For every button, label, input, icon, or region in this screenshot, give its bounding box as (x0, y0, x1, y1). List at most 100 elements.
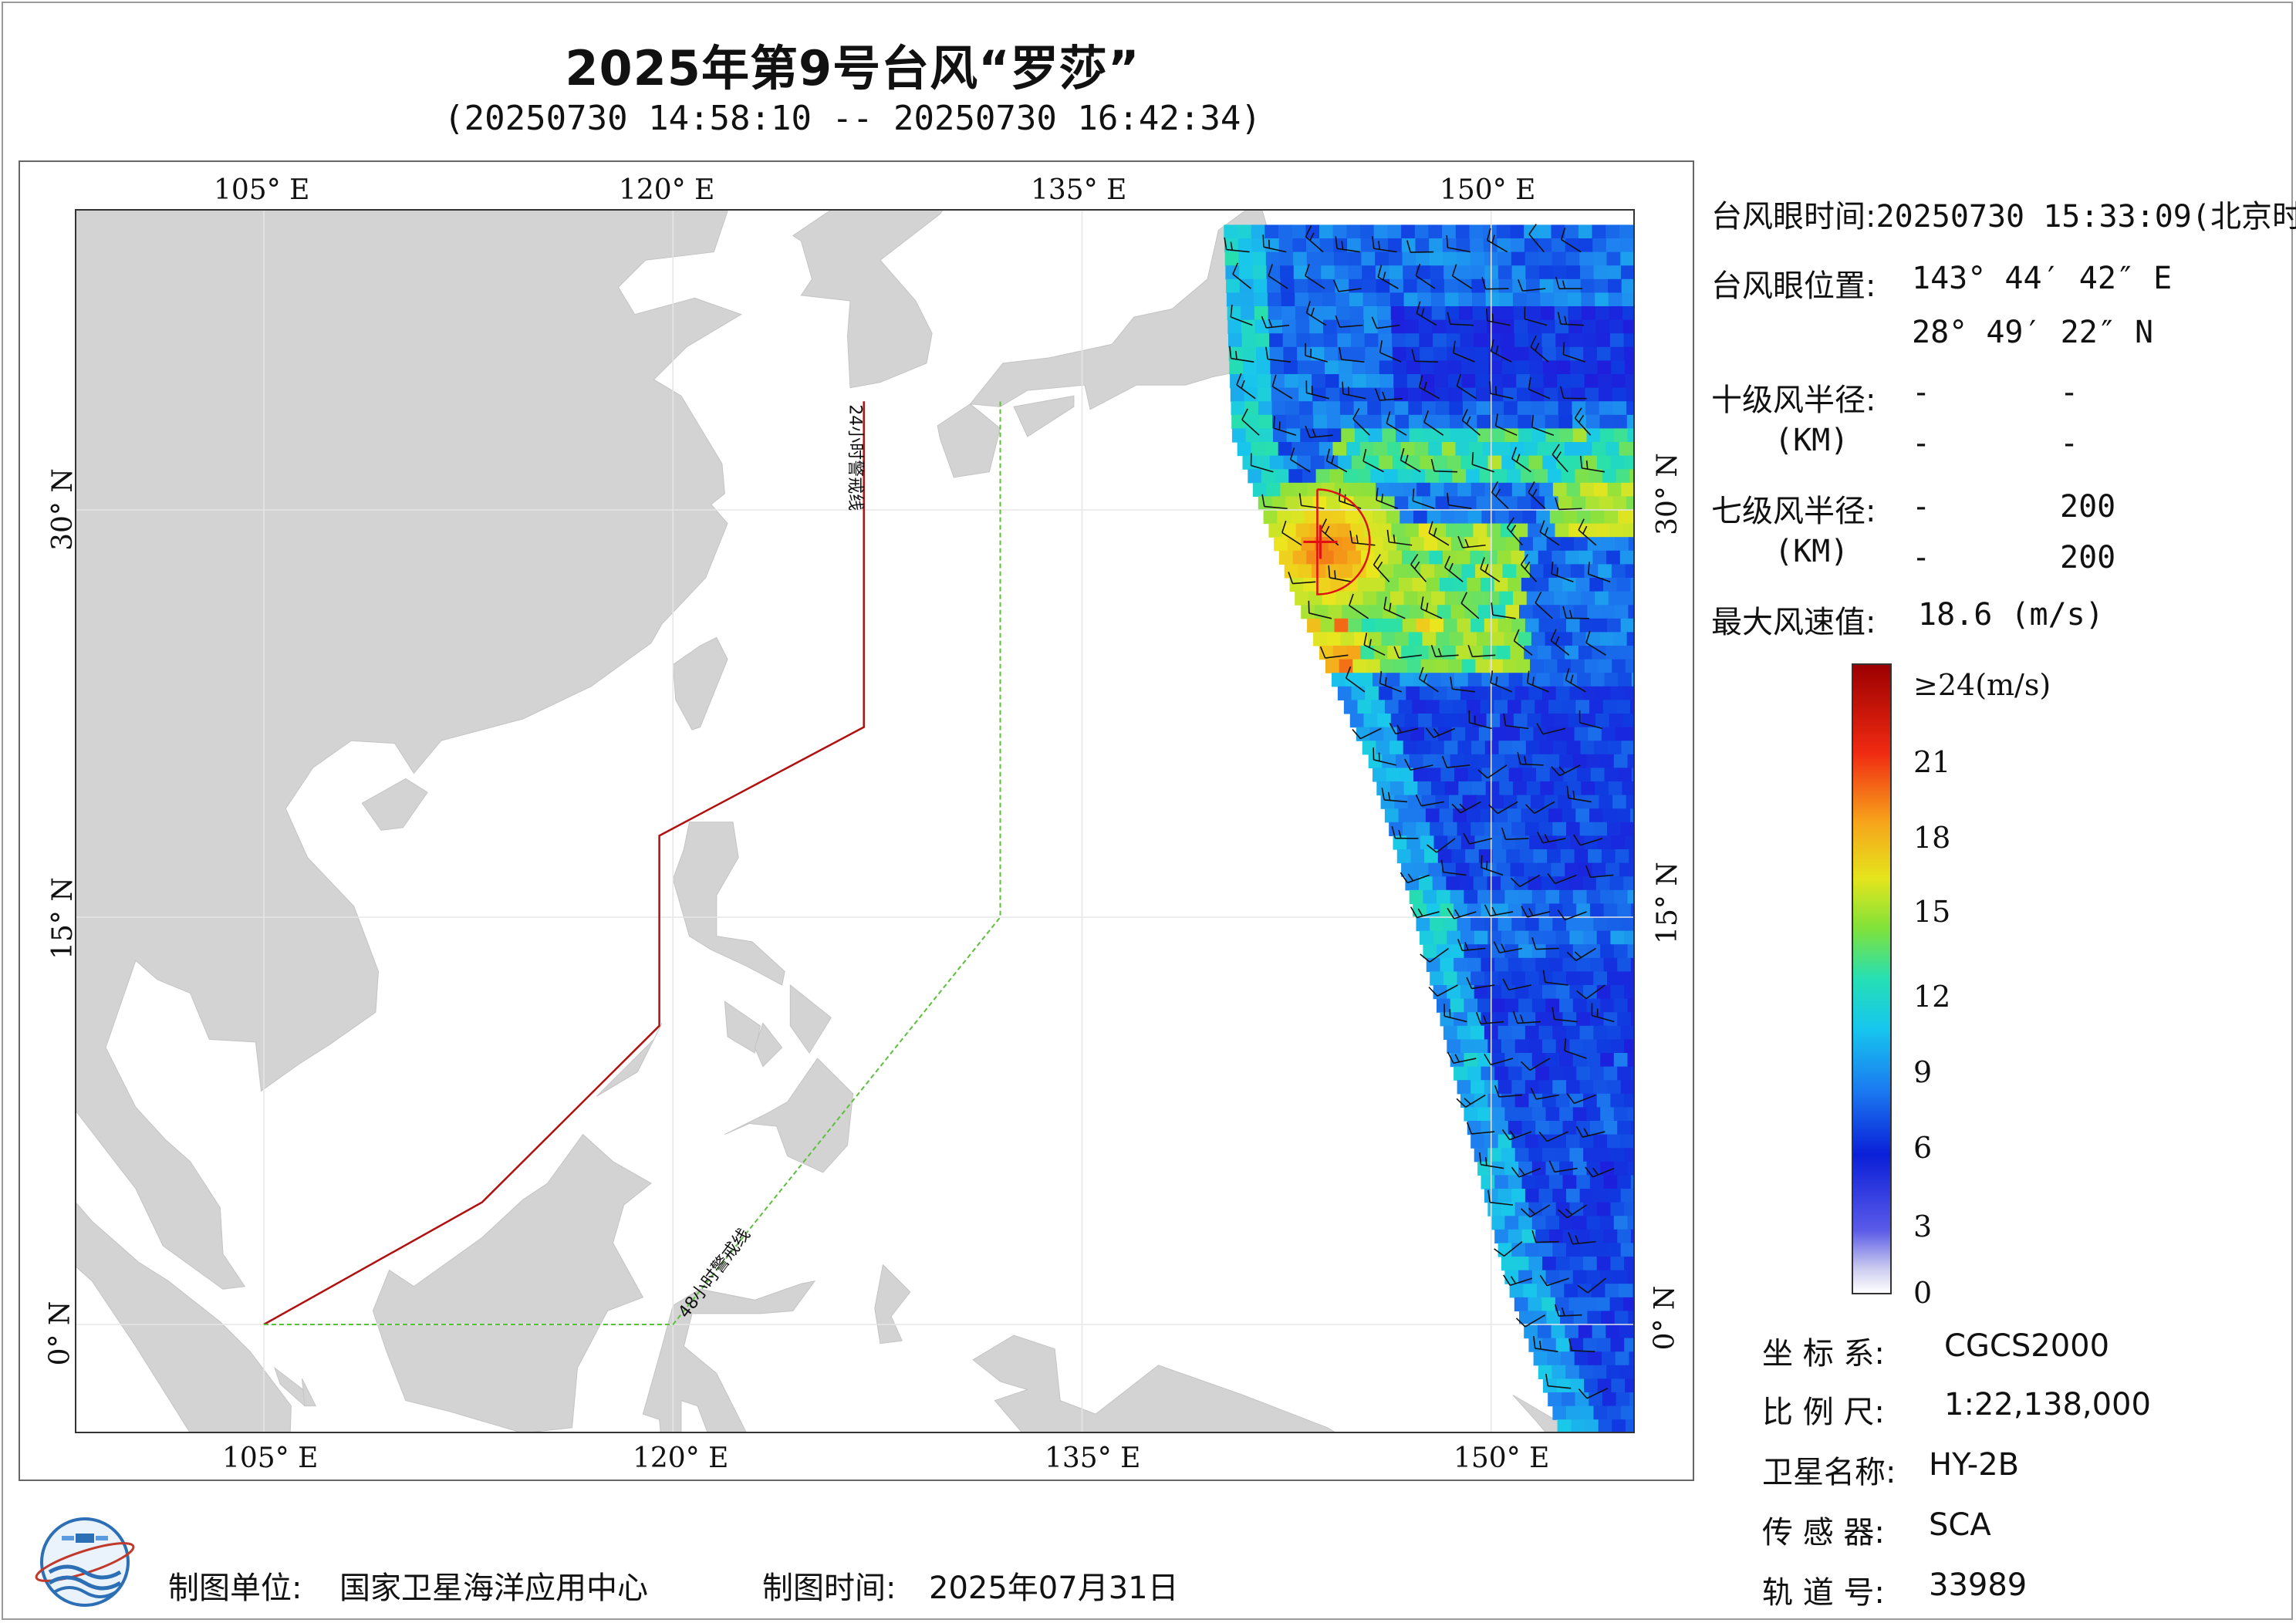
swath-cell (1586, 754, 1601, 768)
swath-cell (1315, 537, 1329, 552)
lon-tick-top-120: 120° E (619, 174, 715, 206)
date-value: 2025年07月31日 (929, 1571, 1179, 1606)
swath-cell (1533, 1351, 1548, 1366)
swath-cell (1410, 605, 1424, 619)
swath-cell (1318, 510, 1332, 525)
swath-cell (1340, 414, 1355, 429)
wind-barb (1551, 561, 1574, 583)
wind-barb (1484, 1054, 1514, 1066)
swath-cell (1241, 333, 1256, 348)
wind-barb (1460, 592, 1480, 619)
swath-cell (1377, 306, 1392, 321)
swath-cell (1240, 292, 1254, 307)
swath-cell (1406, 360, 1421, 375)
swath-cell (1602, 808, 1617, 823)
swath-cell (1470, 917, 1485, 932)
wind-barb (1451, 801, 1481, 814)
wind-barb (1510, 874, 1541, 888)
wind-barb (1236, 373, 1256, 400)
swath-cell (1508, 903, 1523, 918)
swath-cell (1470, 822, 1485, 836)
wind-barb (1557, 1204, 1587, 1219)
swath-cell (1496, 442, 1511, 457)
swath-cell (1334, 618, 1349, 633)
r10-val1: - (1912, 375, 1931, 410)
land-hokkaido (1218, 92, 1371, 195)
swath-cell (1380, 387, 1395, 402)
lon-tick-bottom-120: 120° E (633, 1442, 729, 1474)
swath-cell (1531, 754, 1547, 768)
swath-cell (1494, 578, 1508, 592)
swath-cell (1460, 985, 1475, 1000)
swath-cell (1552, 1243, 1567, 1257)
swath-cell (1598, 659, 1612, 673)
swath-cell (1433, 346, 1448, 361)
swath-cell (1320, 251, 1335, 266)
swath-cell (1389, 822, 1403, 836)
swath-cell (1572, 632, 1587, 646)
swath-cell (1426, 903, 1441, 918)
swath-cell (1538, 550, 1552, 565)
swath-cell (1504, 944, 1519, 959)
swath-cell (1586, 1270, 1601, 1284)
swath-cell (1319, 550, 1335, 565)
wind-barb (1375, 388, 1403, 401)
swath-cell (1378, 686, 1393, 700)
swath-cell (1539, 741, 1554, 755)
swath-cell (1299, 414, 1314, 429)
wind-barb (1363, 633, 1386, 656)
swath-cell (1595, 1297, 1611, 1311)
swath-cell (1450, 998, 1464, 1013)
swath-cell (1580, 265, 1595, 280)
swath-cell (1314, 428, 1329, 443)
swath-cell (1477, 414, 1491, 429)
swath-cell (1612, 1419, 1626, 1432)
wind-barb (1305, 342, 1328, 363)
swath-cell (1555, 333, 1570, 348)
swath-cell (1549, 673, 1565, 687)
swath-cell (1526, 591, 1541, 606)
swath-cell (1461, 374, 1476, 389)
swath-cell (1485, 591, 1500, 606)
swath-cell (1388, 251, 1403, 266)
swath-cell (1437, 754, 1451, 768)
swath-cell (1323, 319, 1338, 334)
swath-cell (1497, 251, 1512, 266)
swath-cell (1564, 442, 1579, 457)
wind-barb (1305, 301, 1327, 326)
swath-cell (1575, 578, 1590, 592)
swath-cell (1524, 550, 1539, 565)
wind-barb (1501, 1129, 1532, 1141)
swath-cell (1619, 1284, 1633, 1298)
wind-barb (1489, 381, 1514, 400)
swath-cell (1629, 469, 1634, 484)
swath-cell (1409, 428, 1423, 443)
swath-cell (1393, 374, 1408, 389)
swath-cell (1449, 496, 1464, 511)
swath-cell (1579, 618, 1594, 633)
swath-cell (1630, 700, 1634, 714)
swath-cell (1540, 781, 1555, 796)
swath-cell (1420, 360, 1435, 375)
swath-cell (1477, 1053, 1492, 1068)
wind-barb (1416, 301, 1437, 326)
wind-barb (1494, 1085, 1523, 1098)
swath-cell (1511, 971, 1526, 986)
swath-cell (1267, 278, 1281, 293)
eye-lat-value: 28° 49′ 22″ N (1912, 315, 2154, 350)
swath-cell (1585, 387, 1599, 402)
swath-cell (1613, 428, 1629, 443)
swath-cell (1567, 292, 1582, 307)
swath-cell (1566, 265, 1581, 280)
swath-cell (1403, 482, 1417, 497)
swath-cell (1531, 1270, 1547, 1284)
swath-cell (1437, 605, 1452, 619)
swath-cell (1474, 360, 1489, 375)
swath-cell (1435, 401, 1450, 416)
swath-cell (1487, 1202, 1502, 1216)
swath-cell (1593, 822, 1608, 836)
swath-cell (1501, 835, 1517, 850)
swath-cell (1409, 754, 1423, 768)
swath-cell (1568, 714, 1582, 728)
swath-cell (1450, 414, 1464, 429)
